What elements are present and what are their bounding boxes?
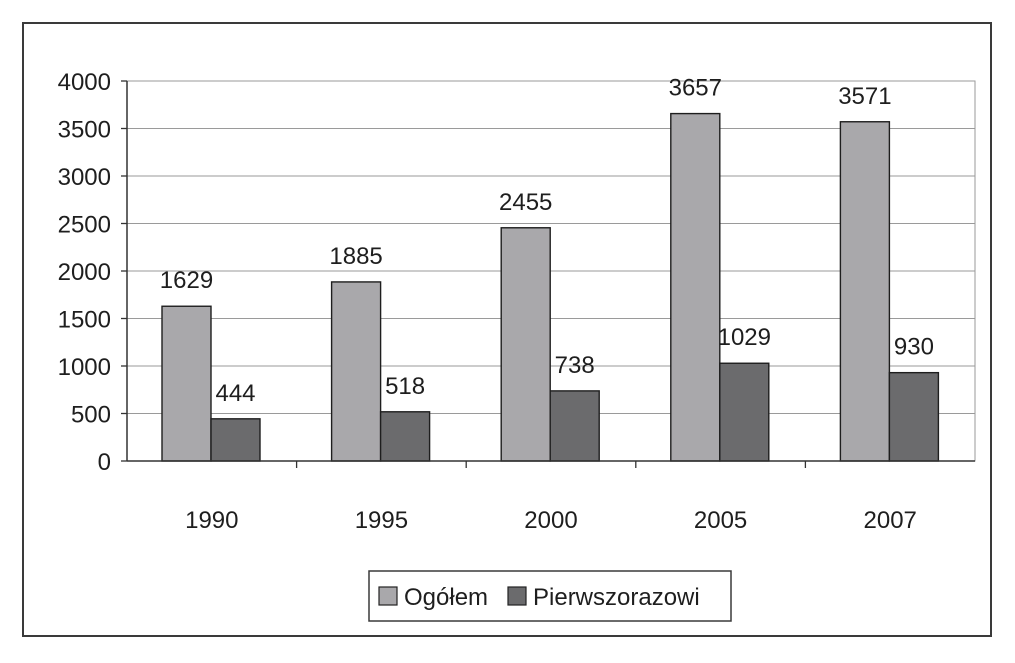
legend-swatch-ogolem (378, 586, 398, 606)
data-label: 3657 (669, 75, 722, 102)
bar-pierwszorazowi (379, 411, 431, 462)
bar-ogolem (330, 281, 382, 462)
data-label: 930 (894, 334, 934, 361)
legend-label-ogolem: Ogółem (404, 584, 488, 611)
data-labels: 1629 444 1885 518 2455 738 3657 1029 3571 930 (160, 75, 934, 407)
y-tick-label: 0 (98, 449, 111, 476)
data-label: 518 (385, 373, 425, 400)
y-tick-label: 3500 (58, 117, 111, 144)
data-label: 3571 (838, 83, 891, 110)
legend-swatch-pierwszorazowi (507, 586, 527, 606)
axes: 0 500 1000 1500 2000 2500 3000 3500 4000 1990 1995… (58, 69, 975, 534)
data-label: 1629 (160, 267, 213, 294)
data-label: 1885 (329, 243, 382, 270)
x-tick-label: 1995 (355, 507, 408, 534)
x-tick-label: 2005 (694, 507, 747, 534)
x-tick-label: 2000 (524, 507, 577, 534)
y-tick-label: 2000 (58, 259, 111, 286)
y-tick-label: 2500 (58, 212, 111, 239)
data-label: 738 (555, 352, 595, 379)
bar-pierwszorazowi (210, 418, 261, 462)
bar-ogolem (670, 112, 721, 462)
x-tick-label: 2007 (864, 507, 917, 534)
y-tick-label: 500 (71, 402, 111, 429)
bar-ogolem (500, 227, 551, 462)
legend-box (368, 570, 732, 622)
data-label: 444 (215, 380, 255, 407)
data-label: 2455 (499, 189, 552, 216)
data-label: 1029 (718, 324, 771, 351)
bar-ogolem (161, 305, 212, 462)
y-tick-label: 4000 (58, 69, 111, 96)
bars (161, 112, 940, 462)
bar-pierwszorazowi (888, 371, 940, 462)
bar-ogolem (839, 121, 891, 462)
bar-pierwszorazowi (549, 390, 600, 462)
y-tick-label: 3000 (58, 164, 111, 191)
y-tick-label: 1500 (58, 307, 111, 334)
legend-label-pierwszorazowi: Pierwszorazowi (533, 584, 700, 611)
legend: Ogółem Pierwszorazowi (368, 570, 732, 622)
bar-pierwszorazowi (719, 362, 770, 462)
y-tick-label: 1000 (58, 354, 111, 381)
x-tick-label: 1990 (185, 507, 238, 534)
